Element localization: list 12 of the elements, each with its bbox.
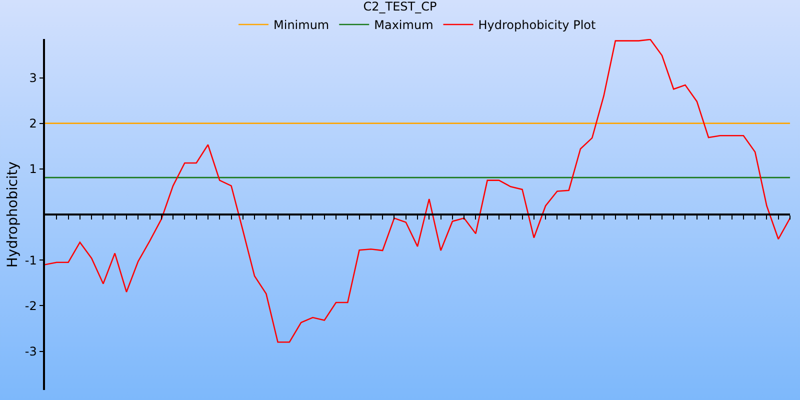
legend-label: Minimum: [274, 18, 330, 32]
y-tick-label: 3: [29, 70, 37, 85]
y-tick-label: -1: [24, 253, 37, 268]
y-tick-label: -2: [24, 298, 37, 313]
legend-label: Hydrophobicity Plot: [478, 18, 596, 32]
chart-title: C2_TEST_CP: [363, 0, 437, 14]
legend-label: Maximum: [374, 18, 434, 32]
line-series: [45, 39, 790, 343]
y-tick-label: 2: [29, 116, 37, 131]
y-axis-title: Hydrophobicity: [4, 161, 21, 268]
y-tick-label: 1: [29, 162, 37, 176]
y-tick-label: -3: [24, 344, 37, 358]
